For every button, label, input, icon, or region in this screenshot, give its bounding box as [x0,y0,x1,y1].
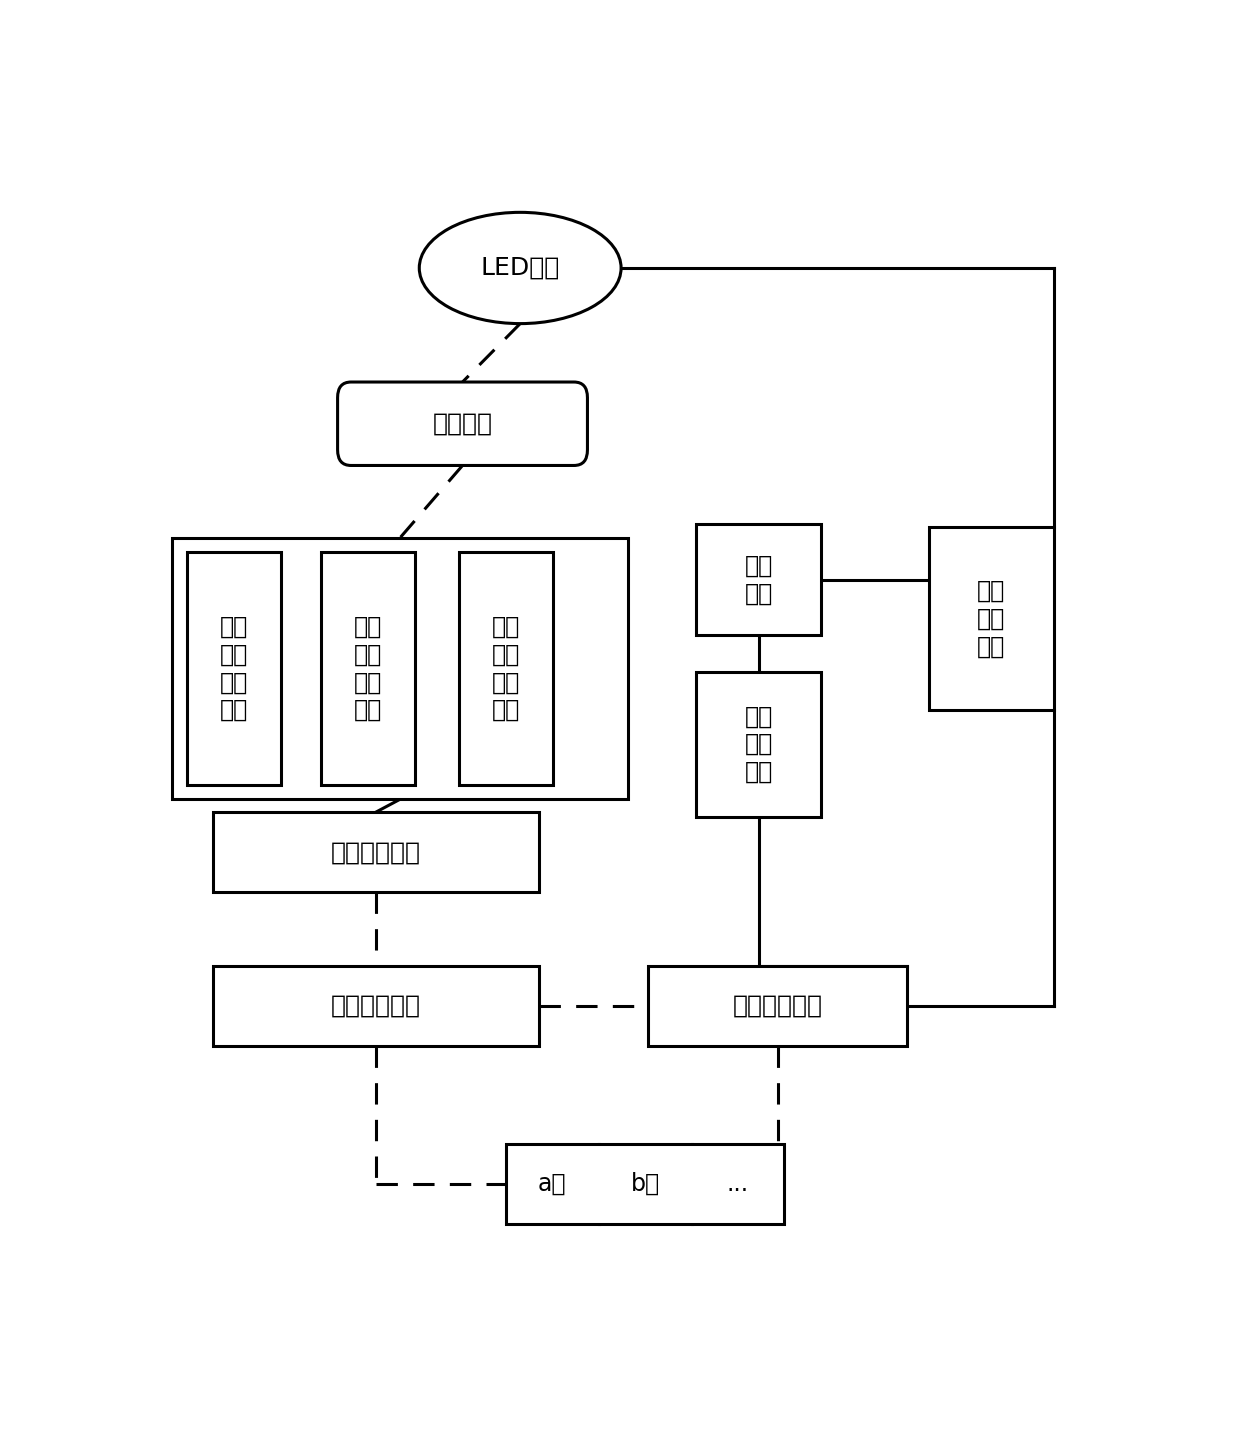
Text: LED灯组: LED灯组 [481,256,559,280]
Text: 光线分析单元: 光线分析单元 [331,840,422,864]
Text: 第三
位置
光传
感器: 第三 位置 光传 感器 [491,614,520,722]
Ellipse shape [419,212,621,324]
Bar [649,965,908,1046]
Bar [459,552,553,786]
Text: 第二
位置
光传
感器: 第二 位置 光传 感器 [355,614,382,722]
Bar [929,526,1054,711]
Text: 功率
调节
模块: 功率 调节 模块 [977,578,1006,659]
Bar [213,812,539,892]
Text: 散射透镜: 散射透镜 [433,412,492,436]
Text: a区: a区 [538,1172,567,1195]
Text: 动作驱动单元: 动作驱动单元 [733,994,822,1017]
Text: 位置
调节
模块: 位置 调节 模块 [744,704,773,785]
Text: b区: b区 [631,1172,660,1195]
Bar [696,525,821,636]
FancyBboxPatch shape [337,381,588,465]
Text: 第一
位置
光传
感器: 第一 位置 光传 感器 [219,614,248,722]
Bar [172,538,629,799]
Text: 伸缩
装置: 伸缩 装置 [744,553,773,605]
Bar [213,965,539,1046]
Bar [506,1143,785,1224]
Bar [696,672,821,816]
Text: 异常区域模块: 异常区域模块 [331,994,422,1017]
Bar [187,552,281,786]
Text: ...: ... [727,1172,749,1195]
Bar [321,552,415,786]
